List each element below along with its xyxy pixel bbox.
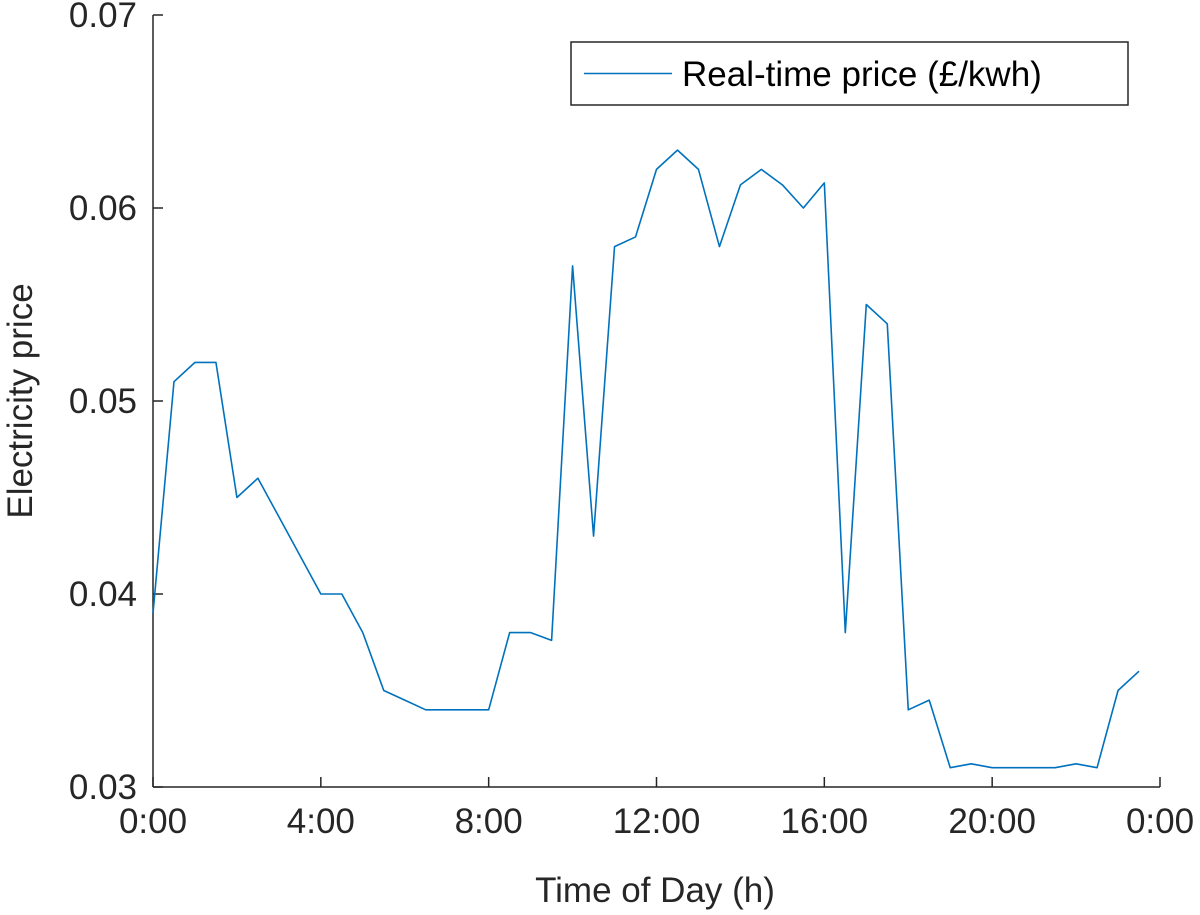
series-line-real-time-price [152,149,1140,769]
y-tick-label: 0.04 [69,575,137,614]
y-tick-label: 0.05 [69,382,137,421]
ticks: 0:00 4:00 8:00 12:00 16:00 20:00 0:000.030.040… [69,0,1194,841]
x-tick-label: 4:00 [287,802,355,841]
x-tick-label: 8:00 [455,802,523,841]
x-tick-label: 16:00 [781,802,869,841]
y-tick-label: 0.07 [69,0,137,35]
x-tick-label: 20:00 [948,802,1036,841]
legend-label: Real-time price (£/kwh) [682,55,1042,94]
x-tick-label: 12:00 [613,802,701,841]
axes [152,15,1160,788]
legend: Real-time price (£/kwh) [570,41,1129,106]
y-tick-label: 0.03 [69,768,137,807]
series-layer [152,149,1140,769]
y-tick-label: 0.06 [69,189,137,228]
x-axis-title: Time of Day (h) [535,871,775,910]
x-tick-label: 0:00 [1126,802,1194,841]
x-tick-label: 0:00 [119,802,187,841]
y-axis-title: Electricity price [1,283,40,518]
